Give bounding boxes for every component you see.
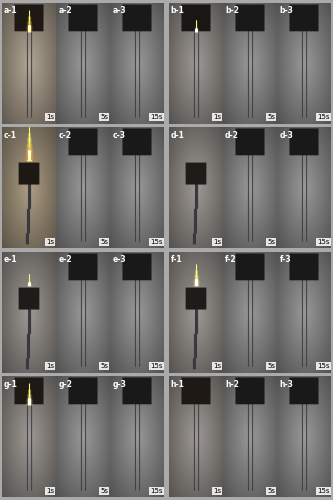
Text: b-3: b-3 [279,6,293,15]
Text: 5s: 5s [267,488,275,494]
Text: 15s: 15s [317,239,330,245]
Text: d-3: d-3 [279,130,293,140]
Text: 1s: 1s [213,364,221,370]
Text: 1s: 1s [46,114,54,120]
Text: 15s: 15s [317,488,330,494]
Text: 5s: 5s [267,364,275,370]
Text: 15s: 15s [317,364,330,370]
Text: f-3: f-3 [279,255,291,264]
Text: 15s: 15s [150,364,163,370]
Text: 1s: 1s [46,488,54,494]
Text: a-2: a-2 [58,6,72,15]
Text: h-2: h-2 [225,380,239,388]
Text: h-3: h-3 [279,380,293,388]
Text: a-1: a-1 [4,6,17,15]
Text: b-2: b-2 [225,6,239,15]
Text: 1s: 1s [46,364,54,370]
Text: 15s: 15s [317,114,330,120]
Text: b-1: b-1 [171,6,184,15]
Text: c-2: c-2 [58,130,71,140]
Text: f-2: f-2 [225,255,237,264]
Text: g-1: g-1 [4,380,18,388]
Text: 15s: 15s [150,114,163,120]
Text: 1s: 1s [213,114,221,120]
Text: d-2: d-2 [225,130,239,140]
Text: 15s: 15s [150,239,163,245]
Text: c-1: c-1 [4,130,17,140]
Text: 5s: 5s [101,114,109,120]
Text: e-2: e-2 [58,255,72,264]
Text: 5s: 5s [101,239,109,245]
Text: 1s: 1s [213,239,221,245]
Text: g-3: g-3 [113,380,127,388]
Text: f-1: f-1 [171,255,182,264]
Text: 5s: 5s [267,114,275,120]
Text: 5s: 5s [101,364,109,370]
Text: 1s: 1s [46,239,54,245]
Text: h-1: h-1 [171,380,184,388]
Text: g-2: g-2 [58,380,72,388]
Text: 1s: 1s [213,488,221,494]
Text: 5s: 5s [101,488,109,494]
Text: d-1: d-1 [171,130,184,140]
Text: a-3: a-3 [113,6,126,15]
Text: 5s: 5s [267,239,275,245]
Text: c-3: c-3 [113,130,126,140]
Text: e-1: e-1 [4,255,17,264]
Text: 15s: 15s [150,488,163,494]
Text: e-3: e-3 [113,255,126,264]
